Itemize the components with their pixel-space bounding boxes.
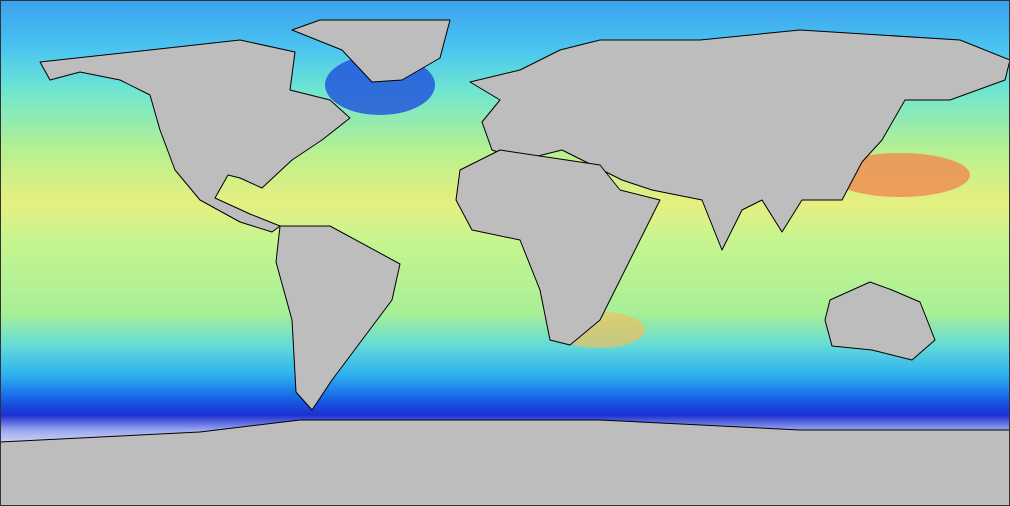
antarctica [0,419,1010,506]
australia [824,281,936,361]
north-america [39,39,351,233]
greenland [291,19,451,83]
warm-region [830,153,970,197]
africa [455,149,661,346]
eurasia [469,29,1010,251]
south-america [275,225,401,411]
